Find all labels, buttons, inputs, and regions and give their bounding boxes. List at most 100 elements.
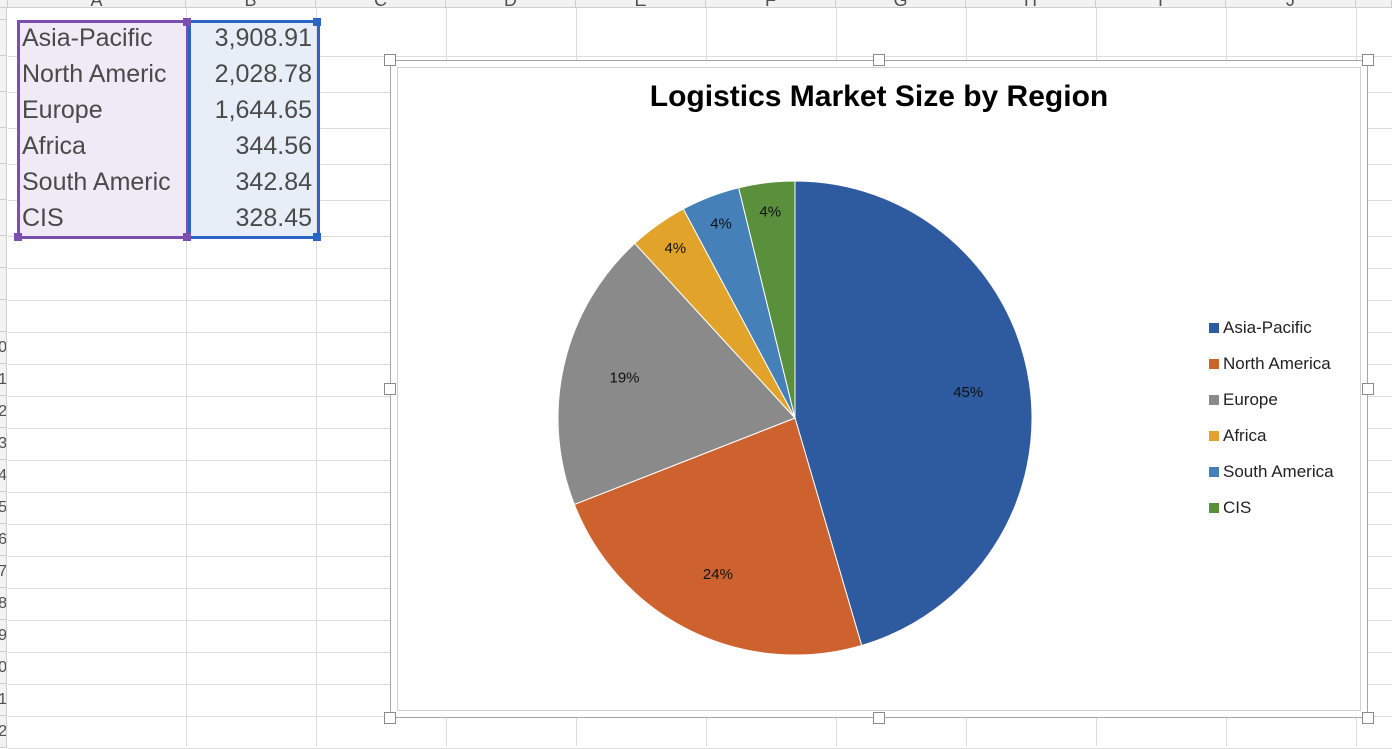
legend-swatch — [1209, 466, 1219, 477]
row-header[interactable]: 5 — [0, 492, 7, 524]
pie-slice[interactable] — [738, 180, 796, 419]
legend-item[interactable]: South America — [1209, 460, 1334, 484]
cell-region[interactable]: South Americ — [20, 164, 186, 200]
column-header[interactable] — [1356, 0, 1392, 8]
row-header[interactable] — [0, 200, 7, 236]
row-number: 9 — [0, 627, 6, 644]
row-number: 2 — [0, 403, 6, 420]
cell-value[interactable]: 1,644.65 — [189, 92, 316, 128]
value-range-selection — [188, 20, 320, 239]
column-header[interactable]: I — [1096, 0, 1226, 8]
row-header[interactable] — [0, 236, 7, 268]
cell-region[interactable]: Europe — [20, 92, 186, 128]
column-header-label: A — [8, 0, 185, 7]
pie-slice[interactable] — [794, 180, 1033, 647]
chart-title: Logistics Market Size by Region — [649, 80, 1109, 113]
cell-value[interactable]: 328.45 — [189, 200, 316, 236]
chart-resize-handle[interactable] — [1362, 54, 1374, 66]
select-all-corner[interactable] — [0, 0, 8, 8]
row-header[interactable] — [0, 92, 7, 128]
row-header[interactable] — [0, 56, 7, 92]
row-header[interactable]: 2 — [0, 396, 7, 428]
row-header[interactable]: 8 — [0, 588, 7, 620]
row-number: 3 — [0, 435, 6, 452]
row-header[interactable]: 7 — [0, 556, 7, 588]
row-header[interactable]: 2 — [0, 716, 7, 748]
column-header-label: D — [446, 0, 575, 7]
column-header[interactable]: B — [186, 0, 316, 8]
row-header[interactable]: 1 — [0, 364, 7, 396]
column-header-label: J — [1226, 0, 1355, 7]
chart-resize-handle[interactable] — [384, 712, 396, 724]
legend-label: South America — [1223, 462, 1334, 481]
column-header[interactable]: F — [706, 0, 836, 8]
legend-item[interactable]: North America — [1209, 352, 1331, 376]
row-number: 5 — [0, 499, 6, 516]
column-header[interactable]: H — [966, 0, 1096, 8]
legend-item[interactable]: Asia-Pacific — [1209, 316, 1312, 340]
chart-resize-handle[interactable] — [873, 712, 885, 724]
grid-line — [316, 8, 317, 746]
column-header[interactable]: D — [446, 0, 576, 8]
row-header[interactable] — [0, 268, 7, 300]
legend-item[interactable]: Europe — [1209, 388, 1278, 412]
column-header[interactable]: A — [8, 0, 186, 8]
column-header-label: B — [186, 0, 315, 7]
row-number: 0 — [0, 339, 6, 356]
grid-line — [186, 8, 187, 746]
cell-region[interactable]: North Americ — [20, 56, 186, 92]
pie-slice[interactable] — [573, 417, 863, 656]
pie-data-label: 24% — [703, 566, 733, 583]
column-header[interactable]: G — [836, 0, 966, 8]
legend-label: Asia-Pacific — [1223, 318, 1312, 337]
row-header[interactable]: 3 — [0, 428, 7, 460]
row-header[interactable] — [0, 300, 7, 332]
cell-value[interactable]: 342.84 — [189, 164, 316, 200]
legend-label: North America — [1223, 354, 1331, 373]
cell-region[interactable]: Asia-Pacific — [20, 20, 186, 56]
chart-resize-handle[interactable] — [1362, 712, 1374, 724]
pie-data-label: 19% — [609, 369, 639, 386]
legend-label: Africa — [1223, 426, 1267, 445]
row-header[interactable] — [0, 164, 7, 200]
chart-resize-handle[interactable] — [384, 383, 396, 395]
row-header[interactable]: 0 — [0, 332, 7, 364]
cell-value[interactable]: 3,908.91 — [189, 20, 316, 56]
pie-slice[interactable] — [557, 242, 796, 506]
row-header[interactable] — [0, 128, 7, 164]
column-header-label: H — [966, 0, 1095, 7]
cell-region[interactable]: Africa — [20, 128, 186, 164]
pie-data-label: 4% — [710, 216, 732, 233]
pie-chart[interactable]: 45% 24% 19% 4% 4% 4% Logistics Market Size by… — [384, 54, 1374, 724]
chart-resize-handle[interactable] — [384, 54, 396, 66]
cell-value[interactable]: 344.56 — [189, 128, 316, 164]
cell-region[interactable]: CIS — [20, 200, 186, 236]
legend-item[interactable]: CIS — [1209, 496, 1251, 520]
column-header[interactable]: C — [316, 0, 446, 8]
legend-swatch — [1209, 502, 1219, 513]
row-header[interactable]: 4 — [0, 460, 7, 492]
range-handle[interactable] — [313, 233, 321, 241]
cell-value[interactable]: 2,028.78 — [189, 56, 316, 92]
row-header[interactable] — [0, 8, 7, 20]
row-number: 0 — [0, 659, 6, 676]
range-handle[interactable] — [183, 18, 191, 26]
chart-resize-handle[interactable] — [873, 54, 885, 66]
legend-swatch — [1209, 358, 1219, 369]
row-number: 4 — [0, 467, 6, 484]
chart-plot-area — [397, 67, 1361, 711]
row-header[interactable]: 9 — [0, 620, 7, 652]
row-header[interactable]: 6 — [0, 524, 7, 556]
row-header[interactable] — [0, 20, 7, 56]
chart-resize-handle[interactable] — [1362, 383, 1374, 395]
row-header[interactable]: 1 — [0, 684, 7, 716]
range-handle[interactable] — [14, 233, 22, 241]
range-handle[interactable] — [183, 233, 191, 241]
column-header[interactable]: E — [576, 0, 706, 8]
label-range-selection — [17, 20, 189, 239]
row-header[interactable]: 0 — [0, 652, 7, 684]
legend-item[interactable]: Africa — [1209, 424, 1266, 448]
column-header[interactable]: J — [1226, 0, 1356, 8]
row-number: 1 — [0, 371, 6, 388]
range-handle[interactable] — [313, 18, 321, 26]
